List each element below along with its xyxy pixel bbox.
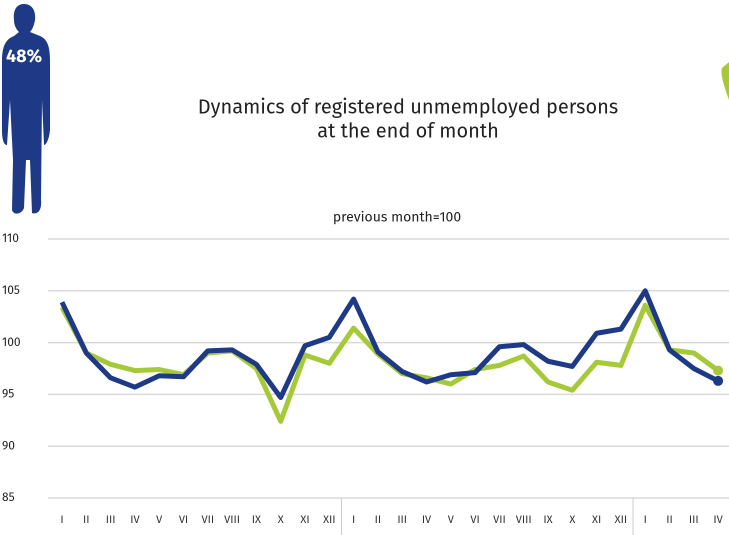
end-marker: [713, 365, 724, 376]
x-tick-label: X: [569, 513, 575, 526]
line-series: [59, 288, 720, 401]
chart-subtitle: previous month=100: [333, 209, 462, 226]
x-tick-label: IX: [252, 513, 261, 526]
x-tick-label: IX: [543, 513, 552, 526]
x-tick-label: I: [644, 513, 647, 526]
y-tick-label: 85: [2, 491, 15, 505]
y-tick-label: 95: [2, 388, 14, 402]
x-tick-label: III: [397, 513, 407, 526]
x-tick-label: XII: [615, 513, 627, 526]
x-tick-label: II: [666, 513, 673, 526]
y-tick-label: 110: [2, 232, 19, 246]
x-tick-label: I: [352, 513, 355, 526]
end-marker: [713, 375, 724, 386]
y-tick-label: 105: [2, 284, 20, 298]
x-tick-label: XI: [592, 513, 601, 526]
chart-title: Dynamics of registered unmemployed perso…: [198, 95, 618, 119]
x-tick-label: VI: [470, 513, 479, 526]
y-tick-label: 90: [2, 439, 15, 453]
x-tick-label: II: [375, 513, 382, 526]
badge: 48%: [6, 45, 42, 67]
y-tick-label: 100: [2, 336, 21, 350]
person-icon: [2, 4, 50, 214]
x-tick-label: X: [278, 513, 284, 526]
x-tick-label: III: [689, 513, 699, 526]
x-tick-label: I: [60, 513, 63, 526]
x-tick-label: VII: [201, 513, 214, 526]
x-tick-label: IV: [422, 513, 432, 526]
chart-title: at the end of month: [317, 119, 499, 143]
decor-shape: [721, 62, 729, 100]
x-tick-label: VI: [179, 513, 188, 526]
x-tick-label: IV: [130, 513, 140, 526]
x-tick-label: VIII: [516, 513, 532, 526]
x-tick-label: XI: [300, 513, 309, 526]
x-tick-label: VIII: [224, 513, 240, 526]
x-tick-label: IV: [713, 513, 723, 526]
x-tick-label: III: [106, 513, 116, 526]
x-tick-label: V: [448, 513, 455, 526]
x-tick-label: II: [83, 513, 90, 526]
x-tick-label: XII: [323, 513, 335, 526]
x-tick-label: V: [156, 513, 163, 526]
x-tick-label: VII: [493, 513, 506, 526]
